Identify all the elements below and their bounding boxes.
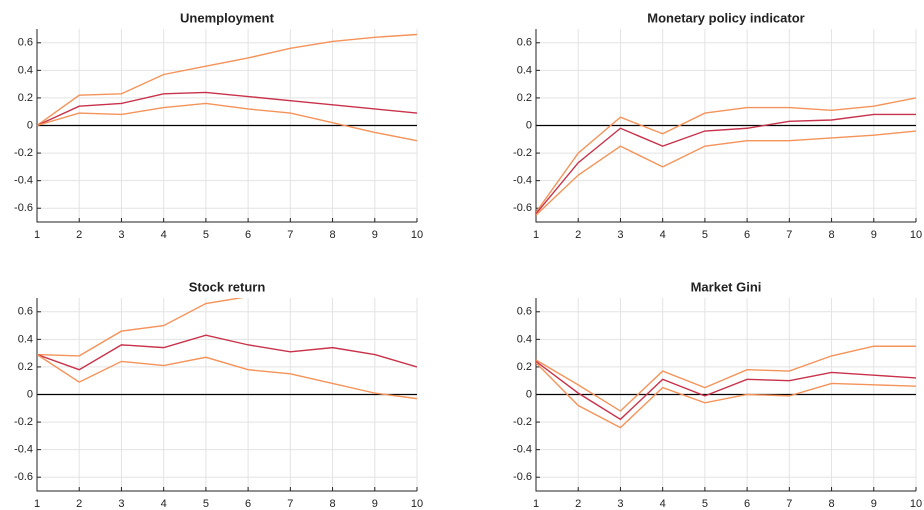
series-line xyxy=(536,360,916,421)
y-tick-label: 0.2 xyxy=(18,361,33,373)
x-tick-label: 4 xyxy=(161,498,167,510)
series-line xyxy=(536,97,916,213)
x-tick-label: 3 xyxy=(617,229,623,241)
x-tick-label: 7 xyxy=(786,229,792,241)
y-tick-label: -0.6 xyxy=(513,202,532,214)
y-tick-label: -0.2 xyxy=(513,147,532,159)
y-tick-label: -0.6 xyxy=(513,471,532,483)
y-tick-label: -0.4 xyxy=(513,175,532,187)
series-line xyxy=(536,345,916,412)
x-tick-label: 10 xyxy=(411,229,423,241)
series-line xyxy=(37,91,417,127)
y-tick-label: 0.6 xyxy=(18,306,33,318)
x-tick-label: 10 xyxy=(411,498,423,510)
x-tick-label: 4 xyxy=(660,229,666,241)
chart-title: Stock return xyxy=(189,279,266,294)
x-tick-label: 1 xyxy=(533,498,539,510)
x-tick-label: 2 xyxy=(76,229,82,241)
y-tick-label: 0.4 xyxy=(18,333,33,345)
x-tick-label: 9 xyxy=(871,498,877,510)
y-tick-label: -0.2 xyxy=(14,416,33,428)
y-tick-label: -0.4 xyxy=(14,175,33,187)
x-tick-label: 10 xyxy=(910,498,922,510)
x-tick-label: 5 xyxy=(702,229,708,241)
subplot: Stock return 1 2 3 4 5 6 7 8 9 10 -0.6 -0.4 -0.2 0 0.2 0… xyxy=(14,279,423,509)
y-tick-label: 0.2 xyxy=(517,92,532,104)
series-line xyxy=(37,102,417,142)
series-line xyxy=(536,113,916,215)
series-line xyxy=(37,33,417,127)
x-tick-label: 3 xyxy=(617,498,623,510)
x-tick-label: 6 xyxy=(744,498,750,510)
y-tick-label: 0 xyxy=(526,119,532,131)
y-tick-label: 0 xyxy=(27,119,33,131)
y-tick-label: -0.6 xyxy=(14,471,33,483)
axis-frame xyxy=(535,298,916,492)
x-tick-label: 3 xyxy=(118,498,124,510)
chart-title: Unemployment xyxy=(180,10,275,25)
y-tick-label: 0.6 xyxy=(18,37,33,49)
subplot: Unemployment 1 2 3 4 5 6 7 8 9 10 -0.6 -0.4 -0.2 0 0.2 0… xyxy=(14,10,423,240)
x-tick-label: 1 xyxy=(533,229,539,241)
y-tick-label: -0.6 xyxy=(14,202,33,214)
subplot: Market Gini 1 2 3 4 5 6 7 8 9 10 -0.6 -0.4 -0.2 0 0.2 0.… xyxy=(513,279,922,509)
x-tick-label: 1 xyxy=(34,498,40,510)
x-tick-label: 4 xyxy=(161,229,167,241)
x-tick-label: 5 xyxy=(702,498,708,510)
x-tick-label: 2 xyxy=(575,229,581,241)
x-tick-label: 6 xyxy=(744,229,750,241)
x-tick-label: 9 xyxy=(372,498,378,510)
axis-frame xyxy=(36,29,417,223)
x-tick-label: 3 xyxy=(118,229,124,241)
y-tick-label: 0.4 xyxy=(18,64,33,76)
series-line xyxy=(536,130,916,216)
y-tick-label: -0.4 xyxy=(14,444,33,456)
x-tick-label: 2 xyxy=(76,498,82,510)
x-tick-label: 7 xyxy=(287,498,293,510)
x-tick-label: 9 xyxy=(871,229,877,241)
x-tick-label: 4 xyxy=(660,498,666,510)
series-line xyxy=(37,334,417,371)
x-tick-label: 8 xyxy=(828,229,834,241)
series-line xyxy=(37,353,417,400)
series-line xyxy=(37,298,244,357)
y-tick-label: 0.6 xyxy=(517,37,532,49)
x-tick-label: 6 xyxy=(245,229,251,241)
y-tick-label: 0.2 xyxy=(517,361,532,373)
y-tick-label: 0.2 xyxy=(18,92,33,104)
x-tick-label: 8 xyxy=(329,229,335,241)
y-tick-label: 0 xyxy=(526,388,532,400)
subplot: Monetary policy indicator 1 2 3 4 5 6 7 8 9 10 -0.6… xyxy=(513,10,922,240)
y-tick-label: 0.4 xyxy=(517,64,532,76)
x-tick-label: 5 xyxy=(203,498,209,510)
chart-title: Monetary policy indicator xyxy=(647,10,804,25)
y-tick-label: -0.2 xyxy=(513,416,532,428)
y-tick-label: -0.4 xyxy=(513,444,532,456)
series-line xyxy=(536,362,916,429)
x-tick-label: 9 xyxy=(372,229,378,241)
y-tick-label: -0.2 xyxy=(14,147,33,159)
y-tick-label: 0.4 xyxy=(517,333,532,345)
x-tick-label: 7 xyxy=(786,498,792,510)
axis-frame xyxy=(535,29,916,223)
x-tick-label: 1 xyxy=(34,229,40,241)
x-tick-label: 5 xyxy=(203,229,209,241)
chart-title: Market Gini xyxy=(691,279,762,294)
x-tick-label: 6 xyxy=(245,498,251,510)
x-tick-label: 8 xyxy=(828,498,834,510)
x-tick-label: 8 xyxy=(329,498,335,510)
y-tick-label: 0 xyxy=(27,388,33,400)
x-tick-label: 2 xyxy=(575,498,581,510)
x-tick-label: 10 xyxy=(910,229,922,241)
axis-frame xyxy=(36,298,417,492)
x-tick-label: 7 xyxy=(287,229,293,241)
y-tick-label: 0.6 xyxy=(517,306,532,318)
